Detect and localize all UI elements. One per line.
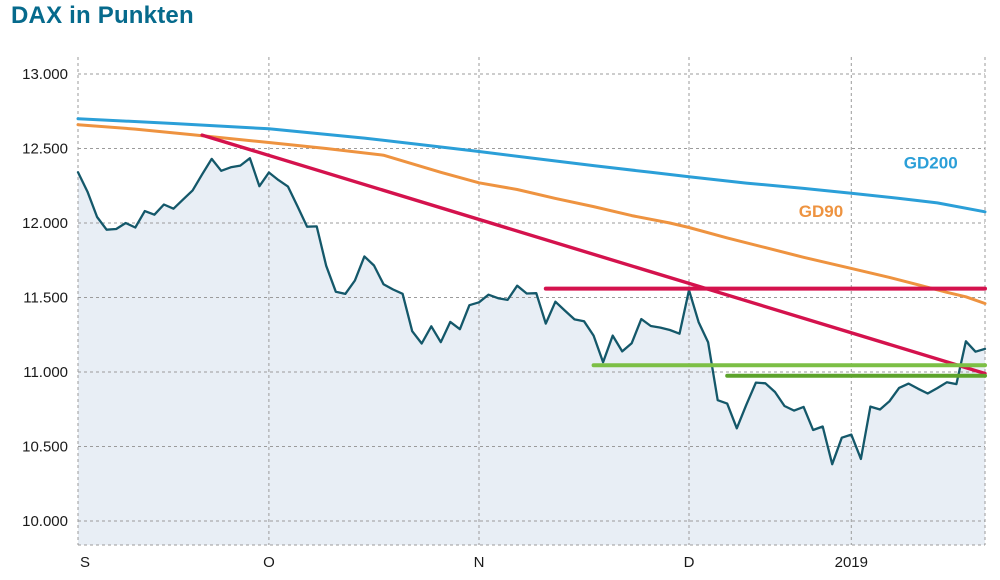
y-axis-label: 11.000 bbox=[23, 364, 68, 381]
gd200-line bbox=[76, 117, 987, 214]
y-axis-label: 11.500 bbox=[23, 290, 68, 307]
y-axis-label: 12.500 bbox=[22, 141, 68, 158]
x-axis-label: O bbox=[263, 554, 275, 571]
y-axis-label: 13.000 bbox=[22, 66, 68, 83]
price-area-fill bbox=[78, 158, 985, 545]
downtrend-line bbox=[200, 133, 987, 376]
chart-title: DAX in Punkten bbox=[11, 2, 194, 29]
x-axis-label: 2019 bbox=[835, 554, 868, 571]
price-line bbox=[76, 157, 987, 466]
y-axis-label: 12.000 bbox=[22, 215, 68, 232]
gd90-label: GD90 bbox=[799, 202, 843, 221]
gd200-label: GD200 bbox=[904, 154, 958, 173]
x-axis-label: D bbox=[684, 554, 695, 571]
x-axis-label: S bbox=[80, 554, 90, 571]
gd90-line bbox=[76, 123, 987, 305]
y-axis-label: 10.000 bbox=[22, 513, 68, 530]
x-axis-label: N bbox=[474, 554, 485, 571]
y-axis-label: 10.500 bbox=[22, 439, 68, 456]
